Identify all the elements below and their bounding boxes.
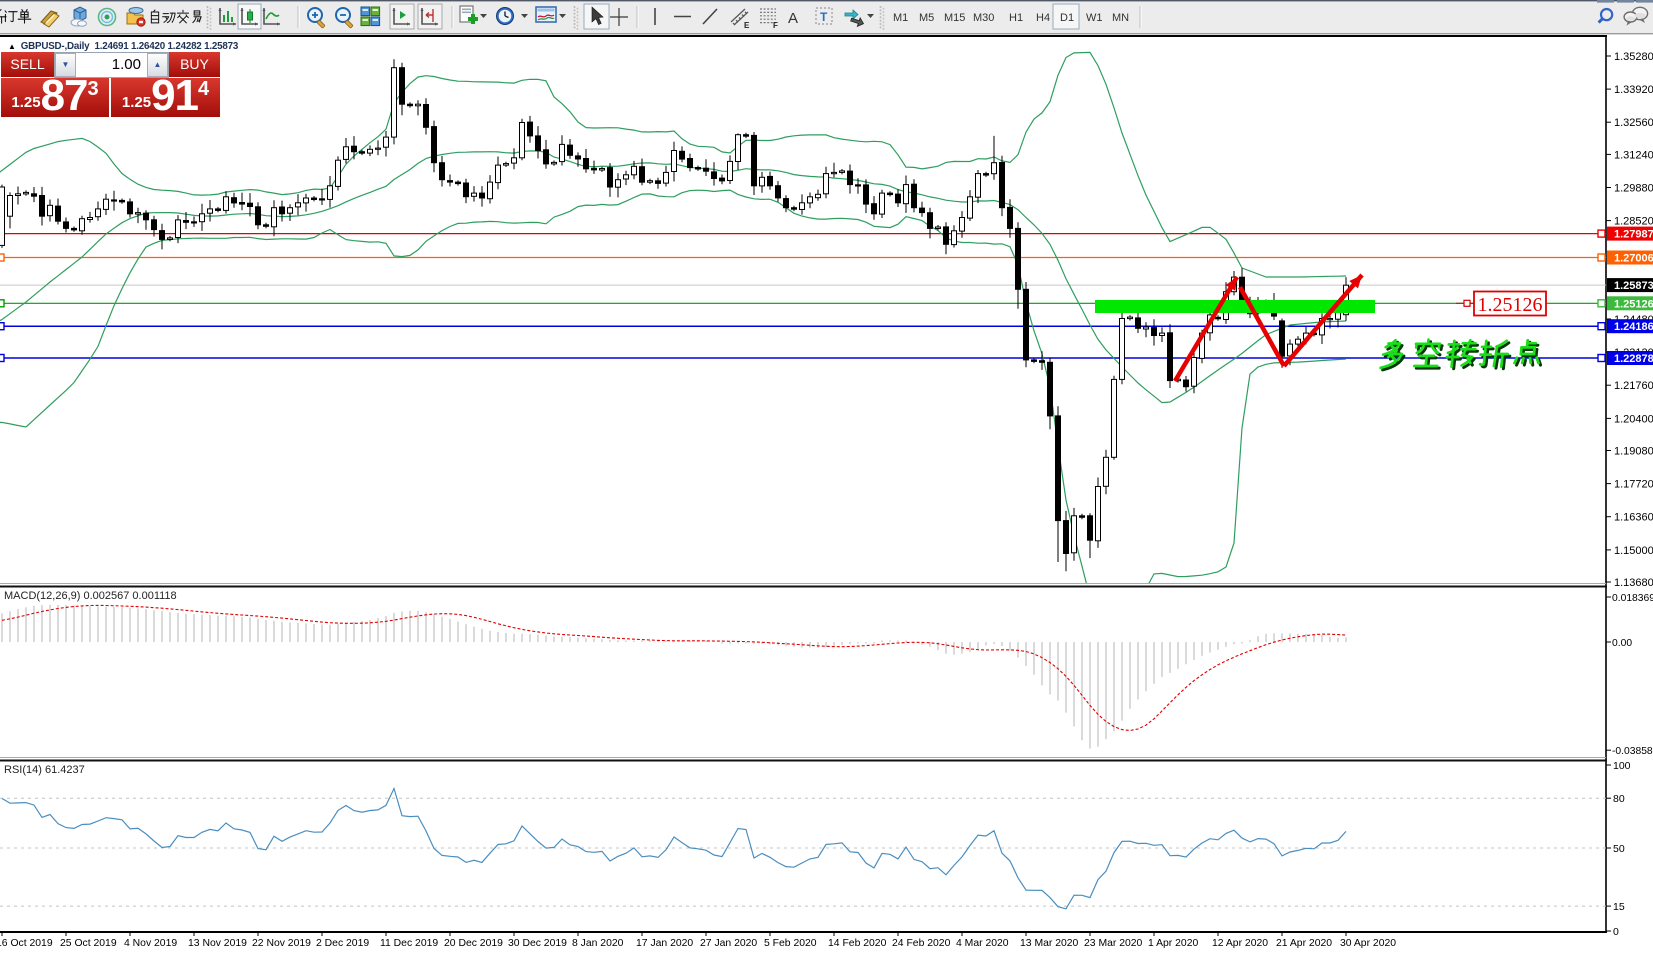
svg-text:0: 0 — [1613, 926, 1619, 938]
svg-text:1.27006: 1.27006 — [1614, 253, 1653, 265]
svg-text:W1: W1 — [1086, 12, 1103, 24]
svg-text:5 Feb 2020: 5 Feb 2020 — [764, 938, 817, 949]
svg-text:1.29880: 1.29880 — [1614, 183, 1653, 195]
svg-text:30 Apr 2020: 30 Apr 2020 — [1340, 938, 1396, 949]
svg-text:15: 15 — [1613, 901, 1625, 913]
svg-text:1.25126: 1.25126 — [1478, 294, 1543, 316]
svg-text:0.018369: 0.018369 — [1612, 593, 1653, 604]
svg-text:1 Apr 2020: 1 Apr 2020 — [1148, 938, 1198, 949]
svg-text:1.15000: 1.15000 — [1614, 545, 1653, 557]
svg-text:1.22878: 1.22878 — [1614, 353, 1653, 365]
svg-text:T: T — [820, 10, 828, 24]
svg-text:22 Nov 2019: 22 Nov 2019 — [252, 938, 311, 949]
svg-text:27 Jan 2020: 27 Jan 2020 — [700, 938, 757, 949]
svg-text:M1: M1 — [893, 12, 908, 24]
svg-text:1.13680: 1.13680 — [1614, 577, 1653, 589]
svg-text:1.19080: 1.19080 — [1614, 446, 1653, 458]
svg-text:H1: H1 — [1009, 12, 1023, 24]
svg-text:24 Feb 2020: 24 Feb 2020 — [892, 938, 951, 949]
svg-text:1.20400: 1.20400 — [1614, 413, 1653, 425]
svg-text:13 Nov 2019: 13 Nov 2019 — [188, 938, 247, 949]
svg-text:17 Jan 2020: 17 Jan 2020 — [636, 938, 693, 949]
svg-text:D1: D1 — [1060, 12, 1074, 24]
svg-text:13 Mar 2020: 13 Mar 2020 — [1020, 938, 1079, 949]
svg-text:RSI(14) 61.4237: RSI(14) 61.4237 — [4, 764, 85, 776]
svg-text:1.25126: 1.25126 — [1614, 298, 1653, 310]
svg-text:MACD(12,26,9) 0.002567 0.00111: MACD(12,26,9) 0.002567 0.001118 — [4, 590, 177, 602]
svg-text:11 Dec 2019: 11 Dec 2019 — [380, 938, 438, 949]
svg-text:14 Feb 2020: 14 Feb 2020 — [828, 938, 887, 949]
svg-text:1.32560: 1.32560 — [1614, 117, 1653, 129]
svg-text:30 Dec 2019: 30 Dec 2019 — [508, 938, 567, 949]
svg-text:16 Oct 2019: 16 Oct 2019 — [0, 938, 53, 949]
svg-text:M15: M15 — [944, 12, 965, 24]
svg-text:4 Mar 2020: 4 Mar 2020 — [956, 938, 1009, 949]
svg-text:1.24186: 1.24186 — [1614, 321, 1653, 333]
svg-text:1.27987: 1.27987 — [1614, 229, 1653, 241]
svg-text:E: E — [744, 21, 750, 30]
svg-text:1.31240: 1.31240 — [1614, 149, 1653, 161]
svg-text:1.33920: 1.33920 — [1614, 84, 1653, 96]
svg-text:1.25873: 1.25873 — [1614, 280, 1653, 292]
svg-text:50: 50 — [1613, 843, 1625, 855]
svg-text:8 Jan 2020: 8 Jan 2020 — [572, 938, 624, 949]
svg-text:1.28520: 1.28520 — [1614, 216, 1653, 228]
svg-text:1.16360: 1.16360 — [1614, 512, 1653, 524]
svg-text:23 Mar 2020: 23 Mar 2020 — [1084, 938, 1143, 949]
svg-text:100: 100 — [1613, 760, 1631, 772]
svg-text:A: A — [788, 10, 798, 27]
svg-text:20 Dec 2019: 20 Dec 2019 — [444, 938, 503, 949]
svg-text:1.35280: 1.35280 — [1614, 51, 1653, 63]
svg-text:MN: MN — [1112, 12, 1129, 24]
svg-text:H4: H4 — [1036, 12, 1050, 24]
svg-text:M5: M5 — [919, 12, 934, 24]
svg-text:M30: M30 — [973, 12, 994, 24]
svg-text:-0.038585: -0.038585 — [1612, 746, 1653, 757]
svg-text:2 Dec 2019: 2 Dec 2019 — [316, 938, 369, 949]
svg-text:F: F — [773, 21, 778, 30]
svg-text:25 Oct 2019: 25 Oct 2019 — [60, 938, 117, 949]
svg-text:1.17720: 1.17720 — [1614, 479, 1653, 491]
svg-text:21 Apr 2020: 21 Apr 2020 — [1276, 938, 1332, 949]
svg-text:80: 80 — [1613, 793, 1625, 805]
svg-text:12 Apr 2020: 12 Apr 2020 — [1212, 938, 1268, 949]
svg-text:0.00: 0.00 — [1612, 638, 1632, 649]
svg-text:1.21760: 1.21760 — [1614, 380, 1653, 392]
svg-text:4 Nov 2019: 4 Nov 2019 — [124, 938, 177, 949]
